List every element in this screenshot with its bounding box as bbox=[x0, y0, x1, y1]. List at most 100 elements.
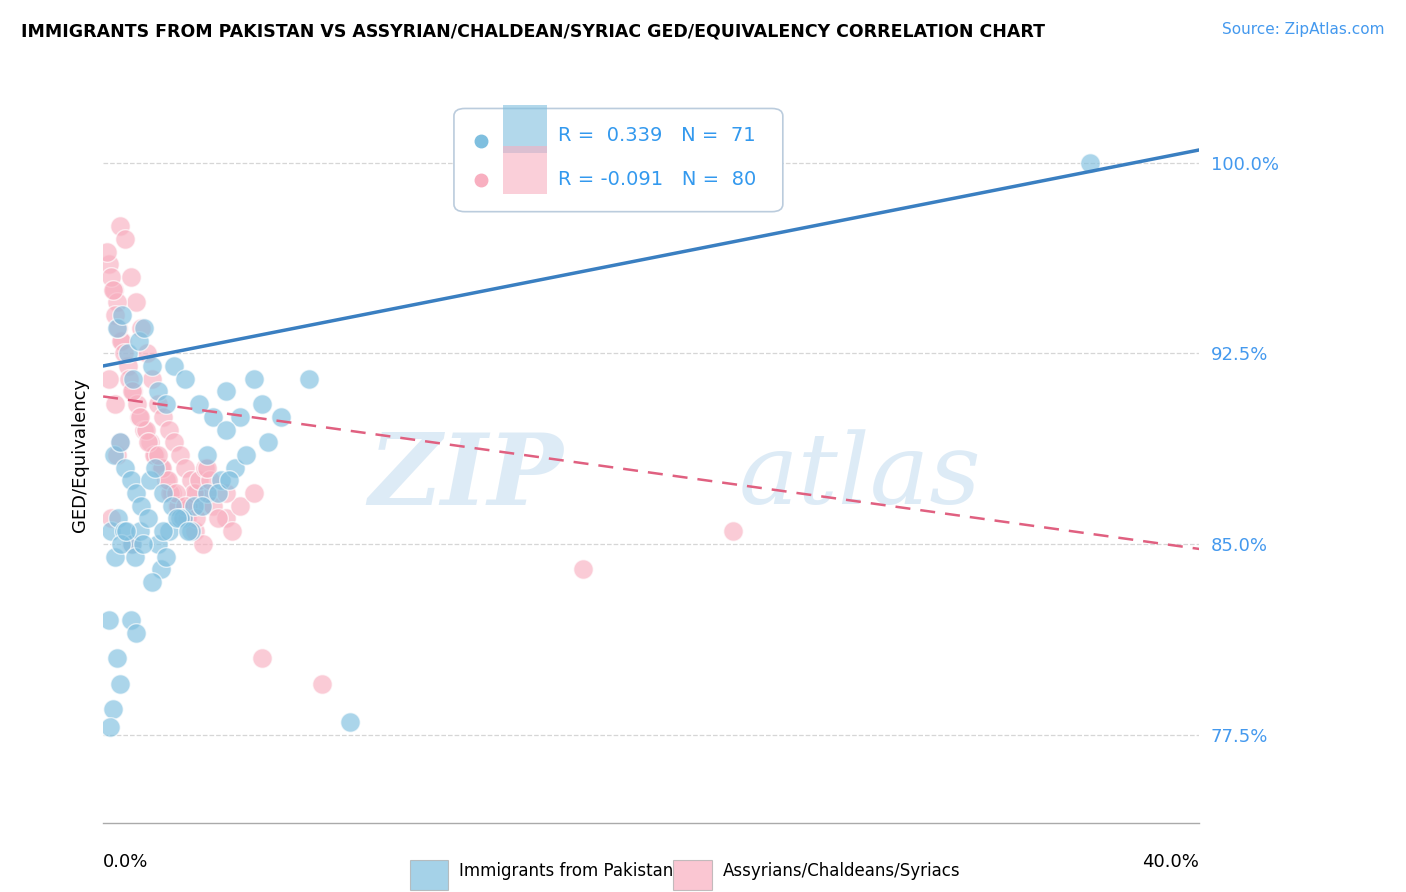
Point bbox=[111, 308, 134, 322]
Point bbox=[124, 549, 146, 564]
Point bbox=[100, 511, 122, 525]
Point bbox=[571, 562, 593, 576]
Point bbox=[195, 448, 218, 462]
Point bbox=[121, 537, 143, 551]
Point bbox=[114, 232, 136, 246]
Y-axis label: GED/Equivalency: GED/Equivalency bbox=[72, 378, 89, 532]
Point bbox=[298, 372, 321, 386]
Point bbox=[120, 270, 142, 285]
Point bbox=[155, 473, 177, 487]
Point bbox=[188, 473, 211, 487]
Point bbox=[104, 308, 127, 322]
Point bbox=[127, 397, 149, 411]
Point bbox=[201, 409, 224, 424]
Point bbox=[174, 372, 197, 386]
Point bbox=[1078, 155, 1101, 169]
Point bbox=[339, 714, 361, 729]
Point bbox=[174, 499, 197, 513]
Point bbox=[101, 283, 124, 297]
Point bbox=[100, 524, 122, 538]
Point bbox=[165, 486, 187, 500]
Point bbox=[163, 435, 186, 450]
Point bbox=[191, 499, 214, 513]
Point bbox=[104, 397, 127, 411]
Point bbox=[209, 473, 232, 487]
Point bbox=[105, 448, 128, 462]
Point bbox=[107, 511, 129, 525]
Point bbox=[160, 486, 183, 500]
Point bbox=[111, 334, 134, 348]
Point bbox=[218, 473, 240, 487]
Point bbox=[191, 499, 214, 513]
Text: Source: ZipAtlas.com: Source: ZipAtlas.com bbox=[1222, 22, 1385, 37]
Point bbox=[100, 270, 122, 285]
Point bbox=[146, 384, 169, 399]
Point bbox=[149, 562, 172, 576]
Point bbox=[117, 359, 139, 373]
Point bbox=[191, 537, 214, 551]
Point bbox=[104, 549, 127, 564]
Point bbox=[243, 486, 266, 500]
Point bbox=[195, 486, 218, 500]
Point bbox=[141, 372, 163, 386]
FancyBboxPatch shape bbox=[503, 145, 547, 194]
Point bbox=[229, 409, 252, 424]
Point bbox=[112, 346, 135, 360]
Point bbox=[221, 524, 243, 538]
FancyBboxPatch shape bbox=[673, 861, 711, 890]
Point bbox=[134, 423, 156, 437]
Point bbox=[115, 524, 138, 538]
Point bbox=[120, 473, 142, 487]
Point bbox=[128, 334, 150, 348]
Point bbox=[141, 574, 163, 589]
Point bbox=[129, 409, 152, 424]
Point bbox=[122, 372, 145, 386]
Point bbox=[152, 409, 174, 424]
Point bbox=[195, 486, 218, 500]
Point bbox=[121, 384, 143, 399]
Text: atlas: atlas bbox=[740, 429, 981, 524]
Point bbox=[152, 486, 174, 500]
Point bbox=[207, 511, 229, 525]
Point bbox=[177, 499, 200, 513]
Text: 40.0%: 40.0% bbox=[1143, 853, 1199, 871]
Point bbox=[118, 372, 141, 386]
Point bbox=[146, 397, 169, 411]
Point bbox=[131, 321, 153, 335]
Point bbox=[193, 460, 215, 475]
Point bbox=[108, 435, 131, 450]
Point bbox=[215, 486, 238, 500]
Point bbox=[166, 499, 188, 513]
Point bbox=[167, 499, 190, 513]
Point bbox=[125, 295, 148, 310]
Point bbox=[152, 524, 174, 538]
Point bbox=[96, 244, 118, 259]
Point bbox=[120, 613, 142, 627]
Point bbox=[97, 372, 120, 386]
Point bbox=[224, 460, 246, 475]
Point bbox=[134, 321, 156, 335]
Point bbox=[157, 524, 180, 538]
Point bbox=[129, 524, 152, 538]
Point bbox=[141, 359, 163, 373]
Point bbox=[215, 384, 238, 399]
Point bbox=[180, 473, 202, 487]
Point bbox=[128, 409, 150, 424]
Point bbox=[143, 460, 166, 475]
FancyBboxPatch shape bbox=[503, 105, 547, 153]
Text: Assyrians/Chaldeans/Syriacs: Assyrians/Chaldeans/Syriacs bbox=[723, 863, 960, 880]
Point bbox=[243, 372, 266, 386]
Point bbox=[150, 460, 173, 475]
Point bbox=[122, 384, 145, 399]
Point bbox=[183, 499, 205, 513]
Text: 0.0%: 0.0% bbox=[103, 853, 149, 871]
Point bbox=[125, 486, 148, 500]
Point bbox=[117, 346, 139, 360]
Point bbox=[174, 460, 197, 475]
Point bbox=[311, 676, 333, 690]
Point bbox=[195, 460, 218, 475]
Point bbox=[120, 537, 142, 551]
Point bbox=[103, 448, 125, 462]
Text: R =  0.339   N =  71: R = 0.339 N = 71 bbox=[558, 126, 755, 145]
Point bbox=[97, 613, 120, 627]
